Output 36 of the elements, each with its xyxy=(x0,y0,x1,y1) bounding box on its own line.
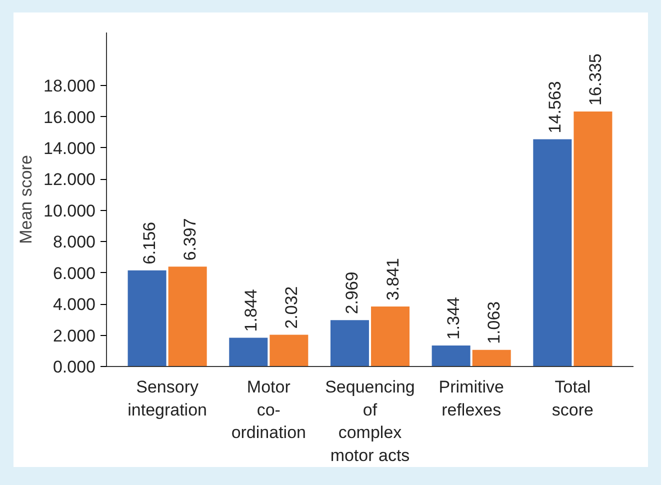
x-tick-label: Total score xyxy=(552,378,594,420)
bar xyxy=(229,338,268,366)
data-label: 16.335 xyxy=(586,54,605,106)
y-tick-label: 18.000 xyxy=(44,76,96,96)
y-tick-label: 8.000 xyxy=(52,232,96,252)
data-label: 6.397 xyxy=(180,218,200,261)
y-tick-label: 12.000 xyxy=(44,170,96,190)
x-tick-label: Sensory integration xyxy=(128,378,208,420)
bar xyxy=(574,112,612,366)
y-tick-label: 6.000 xyxy=(52,264,96,283)
x-tick-label: Sequencing of complex motor acts xyxy=(325,378,415,465)
y-tick-label: 16.000 xyxy=(44,108,96,127)
bar xyxy=(270,334,308,366)
data-label: 1.344 xyxy=(444,296,464,340)
bar xyxy=(168,266,207,366)
x-tick-label: Primitive reflexes xyxy=(438,378,504,420)
bar xyxy=(533,139,572,366)
data-label: 6.156 xyxy=(140,222,160,264)
y-tick-label: 2.000 xyxy=(52,326,96,346)
y-tick-label: 10.000 xyxy=(44,201,96,220)
bar xyxy=(432,346,470,366)
data-label: 3.841 xyxy=(383,258,402,301)
data-label: 2.032 xyxy=(282,286,301,329)
data-label: 1.844 xyxy=(241,289,260,332)
data-label: 1.063 xyxy=(484,301,504,344)
bar xyxy=(128,270,166,366)
y-tick-label: 4.000 xyxy=(52,295,96,314)
bar xyxy=(330,320,369,366)
data-label: 14.563 xyxy=(545,81,564,134)
bar xyxy=(371,306,410,366)
x-tick-label: Motor co- ordination xyxy=(231,378,306,442)
y-tick-label: 0.000 xyxy=(52,358,96,376)
data-label: 2.969 xyxy=(342,272,362,314)
bar xyxy=(472,350,511,366)
y-axis-title: Mean score xyxy=(16,155,36,244)
y-tick-label: 14.000 xyxy=(44,138,96,158)
